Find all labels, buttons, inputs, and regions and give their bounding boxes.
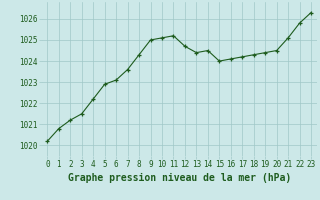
- X-axis label: Graphe pression niveau de la mer (hPa): Graphe pression niveau de la mer (hPa): [68, 173, 291, 183]
